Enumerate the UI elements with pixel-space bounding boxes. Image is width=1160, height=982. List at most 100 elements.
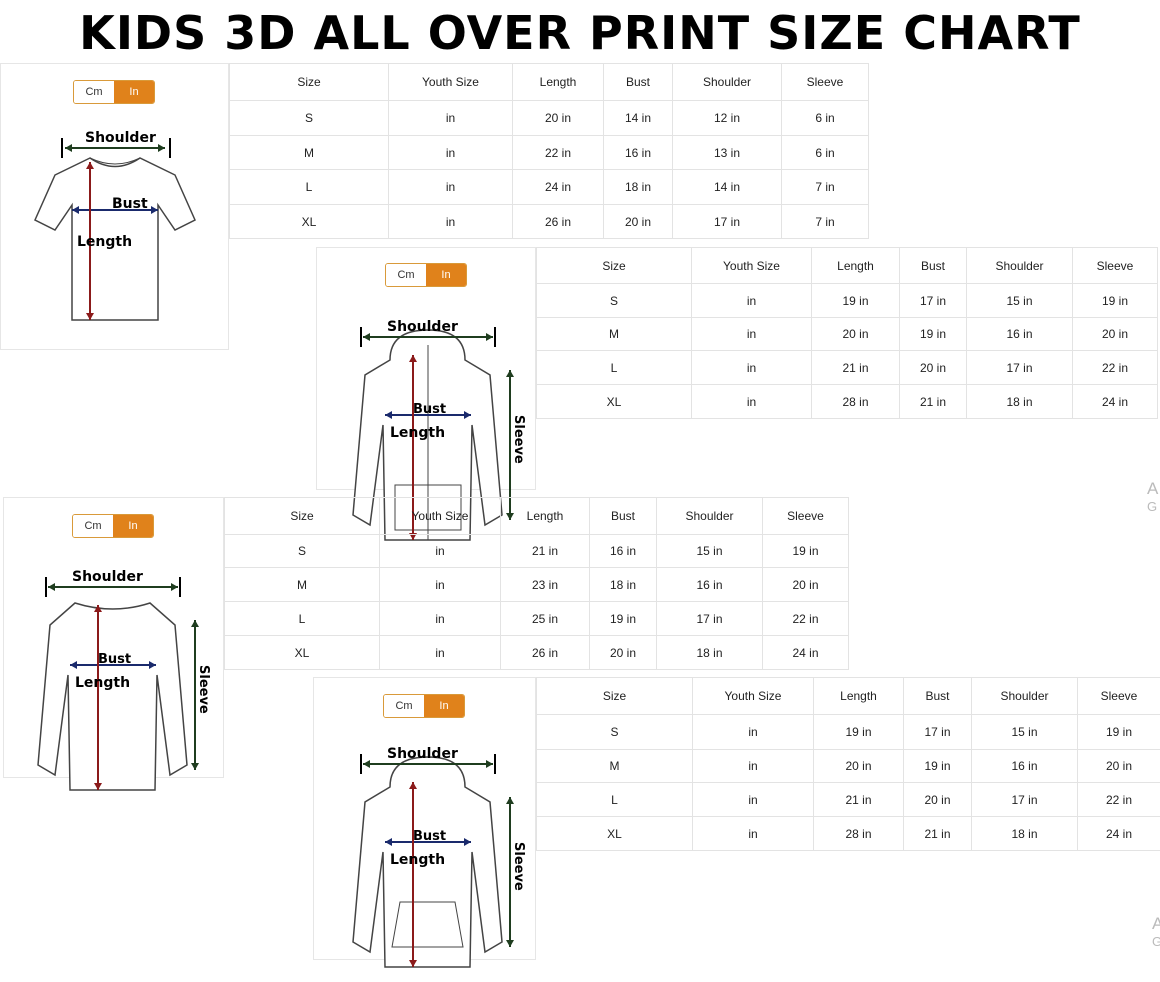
table-cell: 16 in — [657, 568, 763, 602]
table-cell: in — [693, 715, 814, 750]
measure-label: Bust — [98, 652, 131, 667]
measure-label: Bust — [413, 829, 446, 844]
table-cell: in — [692, 284, 812, 318]
unit-cm-button[interactable]: Cm — [73, 515, 113, 537]
table-cell: 7 in — [782, 205, 869, 239]
unit-cm-button[interactable]: Cm — [384, 695, 424, 717]
table-cell: M — [537, 318, 692, 351]
measure-label: Length — [390, 852, 445, 868]
column-header: Sleeve — [763, 498, 849, 535]
table-cell: 21 in — [501, 535, 590, 568]
measure-label: Shoulder — [72, 569, 143, 585]
table-cell: M — [225, 568, 380, 602]
table-cell: 19 in — [900, 318, 967, 351]
table-cell: in — [693, 750, 814, 783]
table-cell: 20 in — [1073, 318, 1158, 351]
table-cell: XL — [537, 385, 692, 419]
column-header: Bust — [900, 248, 967, 284]
table-cell: 14 in — [604, 101, 673, 136]
table-cell: 21 in — [900, 385, 967, 419]
table-cell: 15 in — [972, 715, 1078, 750]
unit-in-button[interactable]: In — [424, 695, 464, 717]
table-cell: 19 in — [904, 750, 972, 783]
table-cell: in — [380, 602, 501, 636]
column-header: Length — [814, 678, 904, 715]
table-cell: 26 in — [513, 205, 604, 239]
table-cell: 24 in — [1073, 385, 1158, 419]
watermark-line2: G — [1152, 933, 1160, 951]
table-cell: 20 in — [814, 750, 904, 783]
table-cell: 17 in — [967, 351, 1073, 385]
table-cell: L — [225, 602, 380, 636]
table-cell: 19 in — [1073, 284, 1158, 318]
unit-in-button[interactable]: In — [113, 515, 153, 537]
unit-cm-button[interactable]: Cm — [386, 264, 426, 286]
table-cell: 19 in — [590, 602, 657, 636]
table-cell: 20 in — [812, 318, 900, 351]
page-title: KIDS 3D ALL OVER PRINT SIZE CHART — [0, 6, 1160, 60]
table-cell: in — [389, 136, 513, 170]
measure-label: Shoulder — [387, 746, 458, 762]
table-cell: 21 in — [904, 817, 972, 851]
table-cell: 7 in — [782, 170, 869, 205]
table-cell: 21 in — [814, 783, 904, 817]
unit-in-button[interactable]: In — [426, 264, 466, 286]
table-cell: 24 in — [763, 636, 849, 670]
table-cell: 21 in — [812, 351, 900, 385]
table-cell: in — [380, 535, 501, 568]
table-cell: 17 in — [673, 205, 782, 239]
table-cell: 24 in — [513, 170, 604, 205]
measure-label: Bust — [112, 196, 148, 212]
table-cell: 19 in — [763, 535, 849, 568]
column-header: Bust — [590, 498, 657, 535]
table-cell: in — [692, 385, 812, 419]
table-cell: 19 in — [812, 284, 900, 318]
table-cell: 20 in — [513, 101, 604, 136]
table-cell: 19 in — [1078, 715, 1160, 750]
unit-in-button[interactable]: In — [114, 81, 154, 103]
table-cell: L — [230, 170, 389, 205]
table-cell: 22 in — [1073, 351, 1158, 385]
table-cell: S — [537, 715, 693, 750]
table-cell: in — [389, 170, 513, 205]
column-header: Bust — [904, 678, 972, 715]
column-header: Sleeve — [782, 64, 869, 101]
table-cell: 28 in — [812, 385, 900, 419]
table-cell: S — [230, 101, 389, 136]
column-header: Youth Size — [389, 64, 513, 101]
table-cell: 12 in — [673, 101, 782, 136]
table-cell: L — [537, 783, 693, 817]
table-cell: 17 in — [657, 602, 763, 636]
unit-cm-button[interactable]: Cm — [74, 81, 114, 103]
table-cell: 23 in — [501, 568, 590, 602]
column-header: Size — [230, 64, 389, 101]
table-cell: in — [693, 783, 814, 817]
table-cell: S — [225, 535, 380, 568]
table-cell: S — [537, 284, 692, 318]
column-header: Youth Size — [692, 248, 812, 284]
table-cell: 6 in — [782, 101, 869, 136]
table-cell: in — [692, 351, 812, 385]
table-cell: 20 in — [604, 205, 673, 239]
table-cell: 20 in — [900, 351, 967, 385]
measure-label: Length — [75, 675, 130, 691]
column-header: Shoulder — [657, 498, 763, 535]
table-cell: in — [693, 817, 814, 851]
column-header: Sleeve — [1078, 678, 1160, 715]
